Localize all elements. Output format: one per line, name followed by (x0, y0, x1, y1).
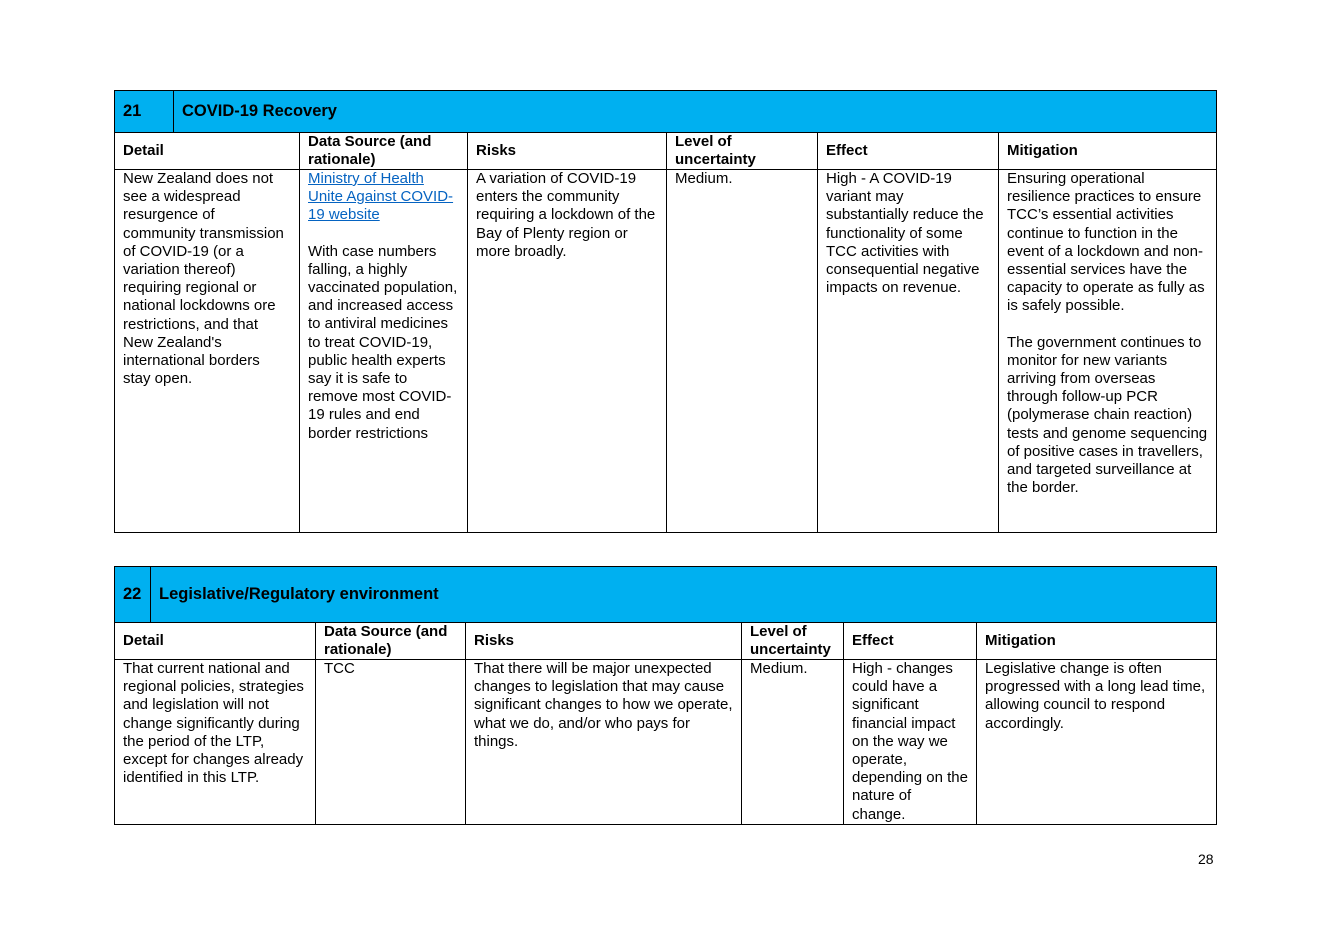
cell-data-source: Ministry of Health Unite Against COVID-1… (299, 169, 468, 533)
header-mitigation: Mitigation (997, 132, 1218, 170)
header-detail: Detail (114, 132, 300, 170)
header-mitigation: Mitigation (975, 622, 1218, 660)
assumption-table-22: 22 Legislative/Regulatory environment De… (114, 566, 1218, 825)
header-risks: Risks (465, 622, 742, 660)
cell-mitigation: Legislative change is often progressed w… (975, 659, 1218, 825)
header-data-source: Data Source (and rationale) (299, 132, 468, 170)
page-number: 28 (1198, 851, 1214, 867)
cell-uncertainty: Medium. (741, 659, 844, 825)
header-detail: Detail (114, 622, 316, 660)
cell-risks: A variation of COVID-19 enters the commu… (467, 169, 667, 533)
header-uncertainty: Level of uncertainty (666, 132, 818, 170)
cell-uncertainty: Medium. (666, 169, 818, 533)
cell-data-source: TCC (315, 659, 466, 825)
header-effect: Effect (817, 132, 999, 170)
mitigation-paragraph-2: The government continues to monitor for … (1007, 333, 1208, 497)
cell-detail: New Zealand does not see a widespread re… (114, 169, 300, 533)
header-uncertainty: Level of uncertainty (741, 622, 844, 660)
cell-mitigation: Ensuring operational resilience practice… (997, 169, 1218, 533)
assumption-table-21: 21 COVID-19 Recovery Detail Data Source … (114, 90, 1218, 533)
cell-effect: High - changes could have a significant … (843, 659, 977, 825)
cell-risks: That there will be major unexpected chan… (465, 659, 742, 825)
section-title: Legislative/Regulatory environment (149, 566, 1218, 623)
header-risks: Risks (467, 132, 667, 170)
section-title: COVID-19 Recovery (172, 90, 1218, 133)
header-data-source: Data Source (and rationale) (315, 622, 466, 660)
mitigation-paragraph-1: Ensuring operational resilience practice… (1007, 170, 1205, 315)
cell-effect: High - A COVID-19 variant may substantia… (817, 169, 999, 533)
section-number: 22 (114, 566, 151, 623)
section-number: 21 (114, 90, 174, 133)
header-effect: Effect (843, 622, 977, 660)
data-source-rationale: With case numbers falling, a highly vacc… (308, 242, 458, 442)
ministry-of-health-link[interactable]: Ministry of Health Unite Against COVID-1… (308, 170, 454, 224)
cell-detail: That current national and regional polic… (114, 659, 316, 825)
